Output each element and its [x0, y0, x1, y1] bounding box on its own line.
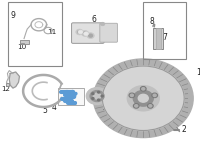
FancyBboxPatch shape — [100, 23, 117, 42]
Bar — [20, 40, 29, 44]
Bar — [8, 2, 62, 66]
Text: 11: 11 — [47, 29, 56, 35]
Circle shape — [87, 33, 94, 39]
Circle shape — [149, 105, 152, 107]
Circle shape — [102, 66, 184, 131]
Circle shape — [101, 95, 103, 97]
Circle shape — [142, 88, 145, 90]
Circle shape — [76, 29, 83, 35]
Circle shape — [86, 88, 108, 105]
Circle shape — [138, 94, 148, 102]
Circle shape — [98, 99, 100, 101]
Text: 6: 6 — [92, 15, 97, 24]
Text: 2: 2 — [181, 125, 186, 134]
Circle shape — [93, 59, 193, 138]
Text: 5: 5 — [42, 106, 47, 115]
Circle shape — [130, 94, 133, 97]
Circle shape — [129, 93, 135, 97]
Circle shape — [100, 22, 105, 26]
Circle shape — [133, 90, 153, 106]
Text: 12: 12 — [1, 86, 10, 92]
Circle shape — [148, 104, 153, 108]
Circle shape — [73, 102, 76, 104]
Circle shape — [141, 87, 146, 91]
Circle shape — [70, 93, 73, 96]
Bar — [6, 83, 9, 86]
Circle shape — [78, 31, 81, 34]
Circle shape — [127, 86, 159, 111]
Circle shape — [133, 104, 139, 108]
Circle shape — [153, 94, 156, 97]
Circle shape — [89, 34, 92, 37]
Text: 8: 8 — [150, 17, 155, 26]
Circle shape — [92, 93, 94, 95]
Circle shape — [93, 93, 101, 99]
Circle shape — [98, 91, 100, 93]
Polygon shape — [9, 72, 19, 88]
Circle shape — [67, 91, 70, 94]
FancyBboxPatch shape — [72, 23, 104, 43]
Text: 10: 10 — [18, 44, 27, 50]
Circle shape — [73, 95, 76, 98]
Circle shape — [81, 31, 89, 36]
Circle shape — [83, 32, 87, 35]
Circle shape — [71, 91, 74, 93]
Text: 3: 3 — [102, 103, 107, 112]
Circle shape — [78, 30, 83, 34]
Circle shape — [70, 100, 73, 102]
Bar — [58, 88, 84, 105]
Circle shape — [67, 98, 70, 100]
Circle shape — [135, 105, 138, 107]
Text: 9: 9 — [11, 11, 15, 20]
Polygon shape — [153, 24, 155, 27]
Circle shape — [152, 93, 157, 97]
Bar — [153, 28, 163, 49]
Circle shape — [92, 98, 94, 99]
Bar — [156, 28, 161, 49]
Text: 1: 1 — [196, 68, 200, 77]
Circle shape — [74, 92, 77, 95]
Bar — [21, 43, 24, 44]
Circle shape — [84, 32, 88, 36]
Circle shape — [90, 91, 104, 102]
Text: 7: 7 — [162, 33, 167, 42]
Bar — [143, 2, 186, 59]
Text: 4: 4 — [52, 103, 57, 112]
